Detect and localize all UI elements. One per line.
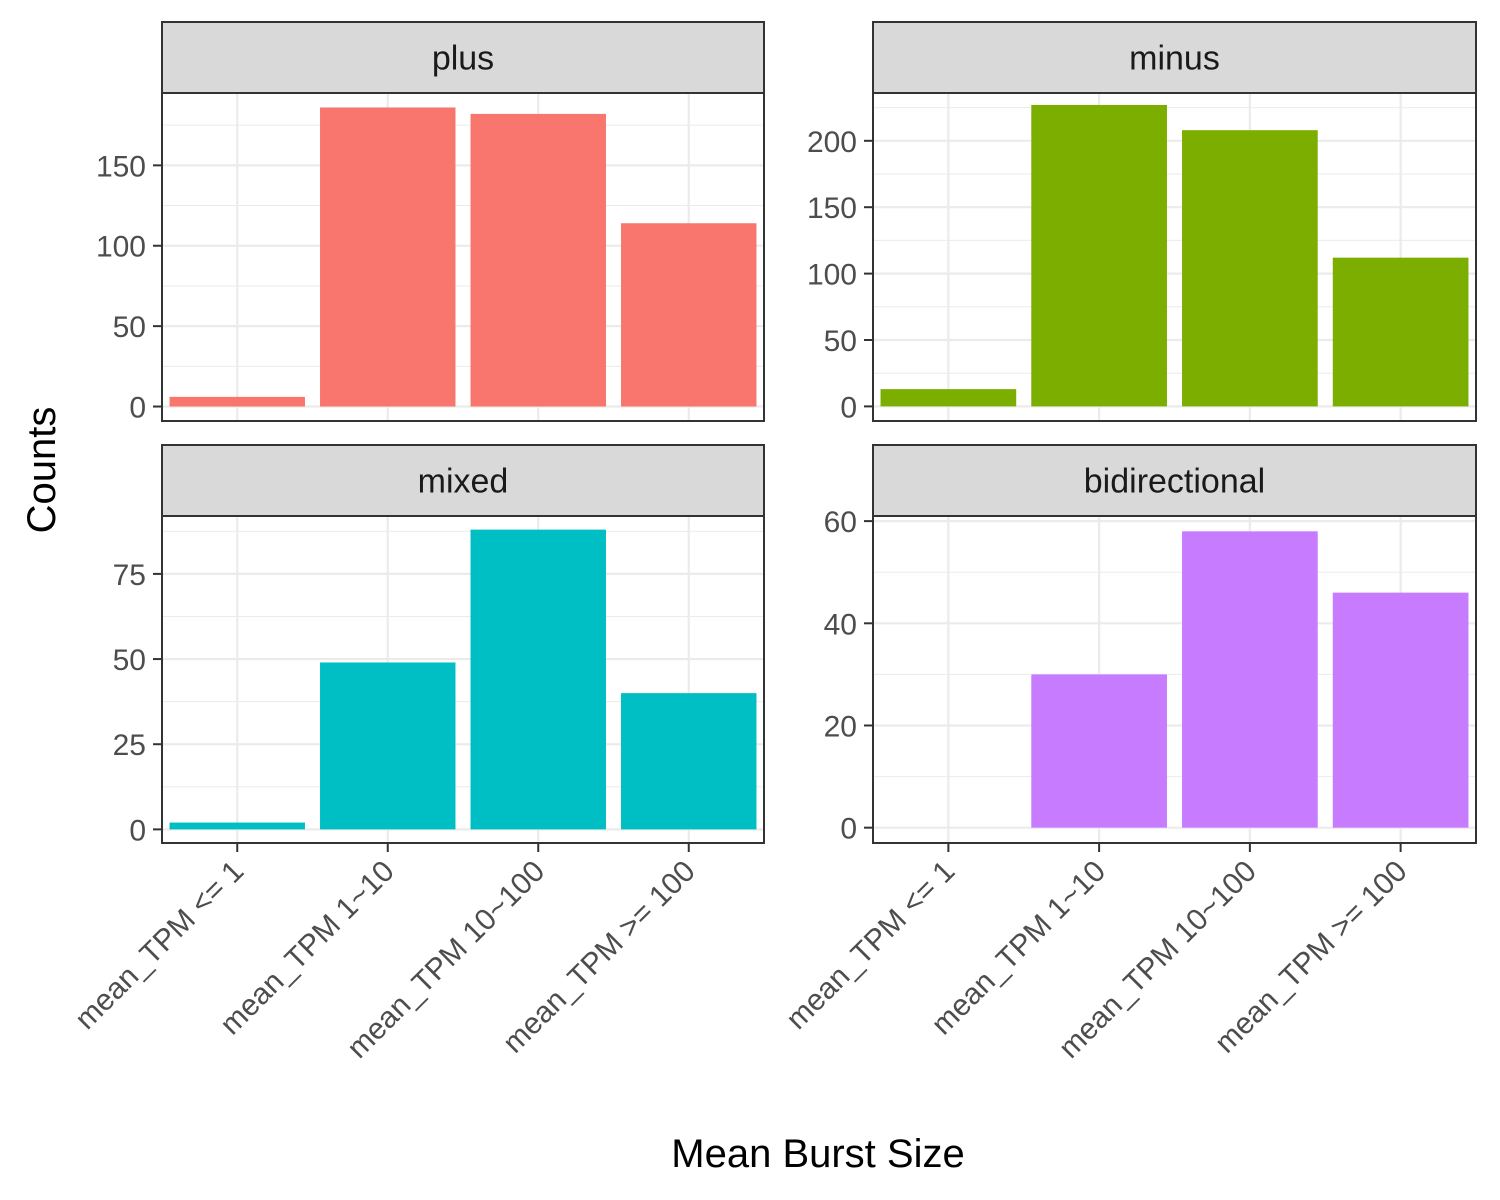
y-tick-label: 100 xyxy=(96,231,146,264)
facet-strip xyxy=(161,21,765,94)
bar-mixed xyxy=(470,529,606,830)
y-tick-label: 60 xyxy=(824,506,857,539)
y-tick-label: 50 xyxy=(824,325,857,358)
facet-panel-minus: minus 0 50 100 150 200 xyxy=(807,21,1477,424)
facet-strip xyxy=(872,444,1477,517)
panel-border xyxy=(161,92,765,422)
y-tick-label: 150 xyxy=(96,150,146,183)
y-tick-label: 150 xyxy=(807,192,857,225)
y-tick-label: 0 xyxy=(129,814,146,847)
bar-plus xyxy=(470,113,606,407)
bar-minus xyxy=(880,389,1017,407)
bar-bidirectional xyxy=(1182,531,1318,828)
y-tick-label: 40 xyxy=(824,608,857,641)
bar-minus xyxy=(1332,257,1469,407)
x-axis-title: Mean Burst Size xyxy=(671,1132,964,1176)
bar-minus xyxy=(1182,130,1318,407)
y-tick-label: 0 xyxy=(129,392,146,425)
y-tick-label: 50 xyxy=(113,644,146,677)
bar-mixed xyxy=(169,822,305,830)
panel-border xyxy=(872,515,1477,844)
y-tick-label: 20 xyxy=(824,710,857,743)
bar-plus xyxy=(320,107,456,407)
bar-plus xyxy=(621,223,757,407)
y-tick-label: 200 xyxy=(807,126,857,159)
facet-strip-label: plus xyxy=(432,40,494,78)
facet-strip-label: bidirectional xyxy=(1084,463,1265,501)
bar-plus xyxy=(169,396,305,407)
y-tick-label: 50 xyxy=(113,311,146,344)
facet-strip-label: minus xyxy=(1129,40,1220,78)
facet-strip xyxy=(161,444,765,517)
facet-panels: plus050100150minus050100150200mixed02550… xyxy=(69,21,1477,1065)
bar-bidirectional xyxy=(1031,674,1167,828)
y-axis-title: Counts xyxy=(20,407,64,534)
bar-bidirectional xyxy=(1332,592,1469,828)
panel-border xyxy=(161,515,765,844)
bar-mixed xyxy=(621,693,757,830)
facet-panel-plus: plus 0 50 100 150 xyxy=(96,21,765,425)
y-tick-label: 0 xyxy=(840,391,857,424)
bar-minus xyxy=(1031,104,1167,407)
y-tick-label: 0 xyxy=(840,813,857,846)
y-tick-label: 75 xyxy=(113,559,146,592)
y-tick-label: 25 xyxy=(113,729,146,762)
facet-strip-label: mixed xyxy=(418,463,509,501)
panel-border xyxy=(872,92,1477,422)
bar-mixed xyxy=(320,662,456,830)
y-tick-label: 100 xyxy=(807,259,857,292)
